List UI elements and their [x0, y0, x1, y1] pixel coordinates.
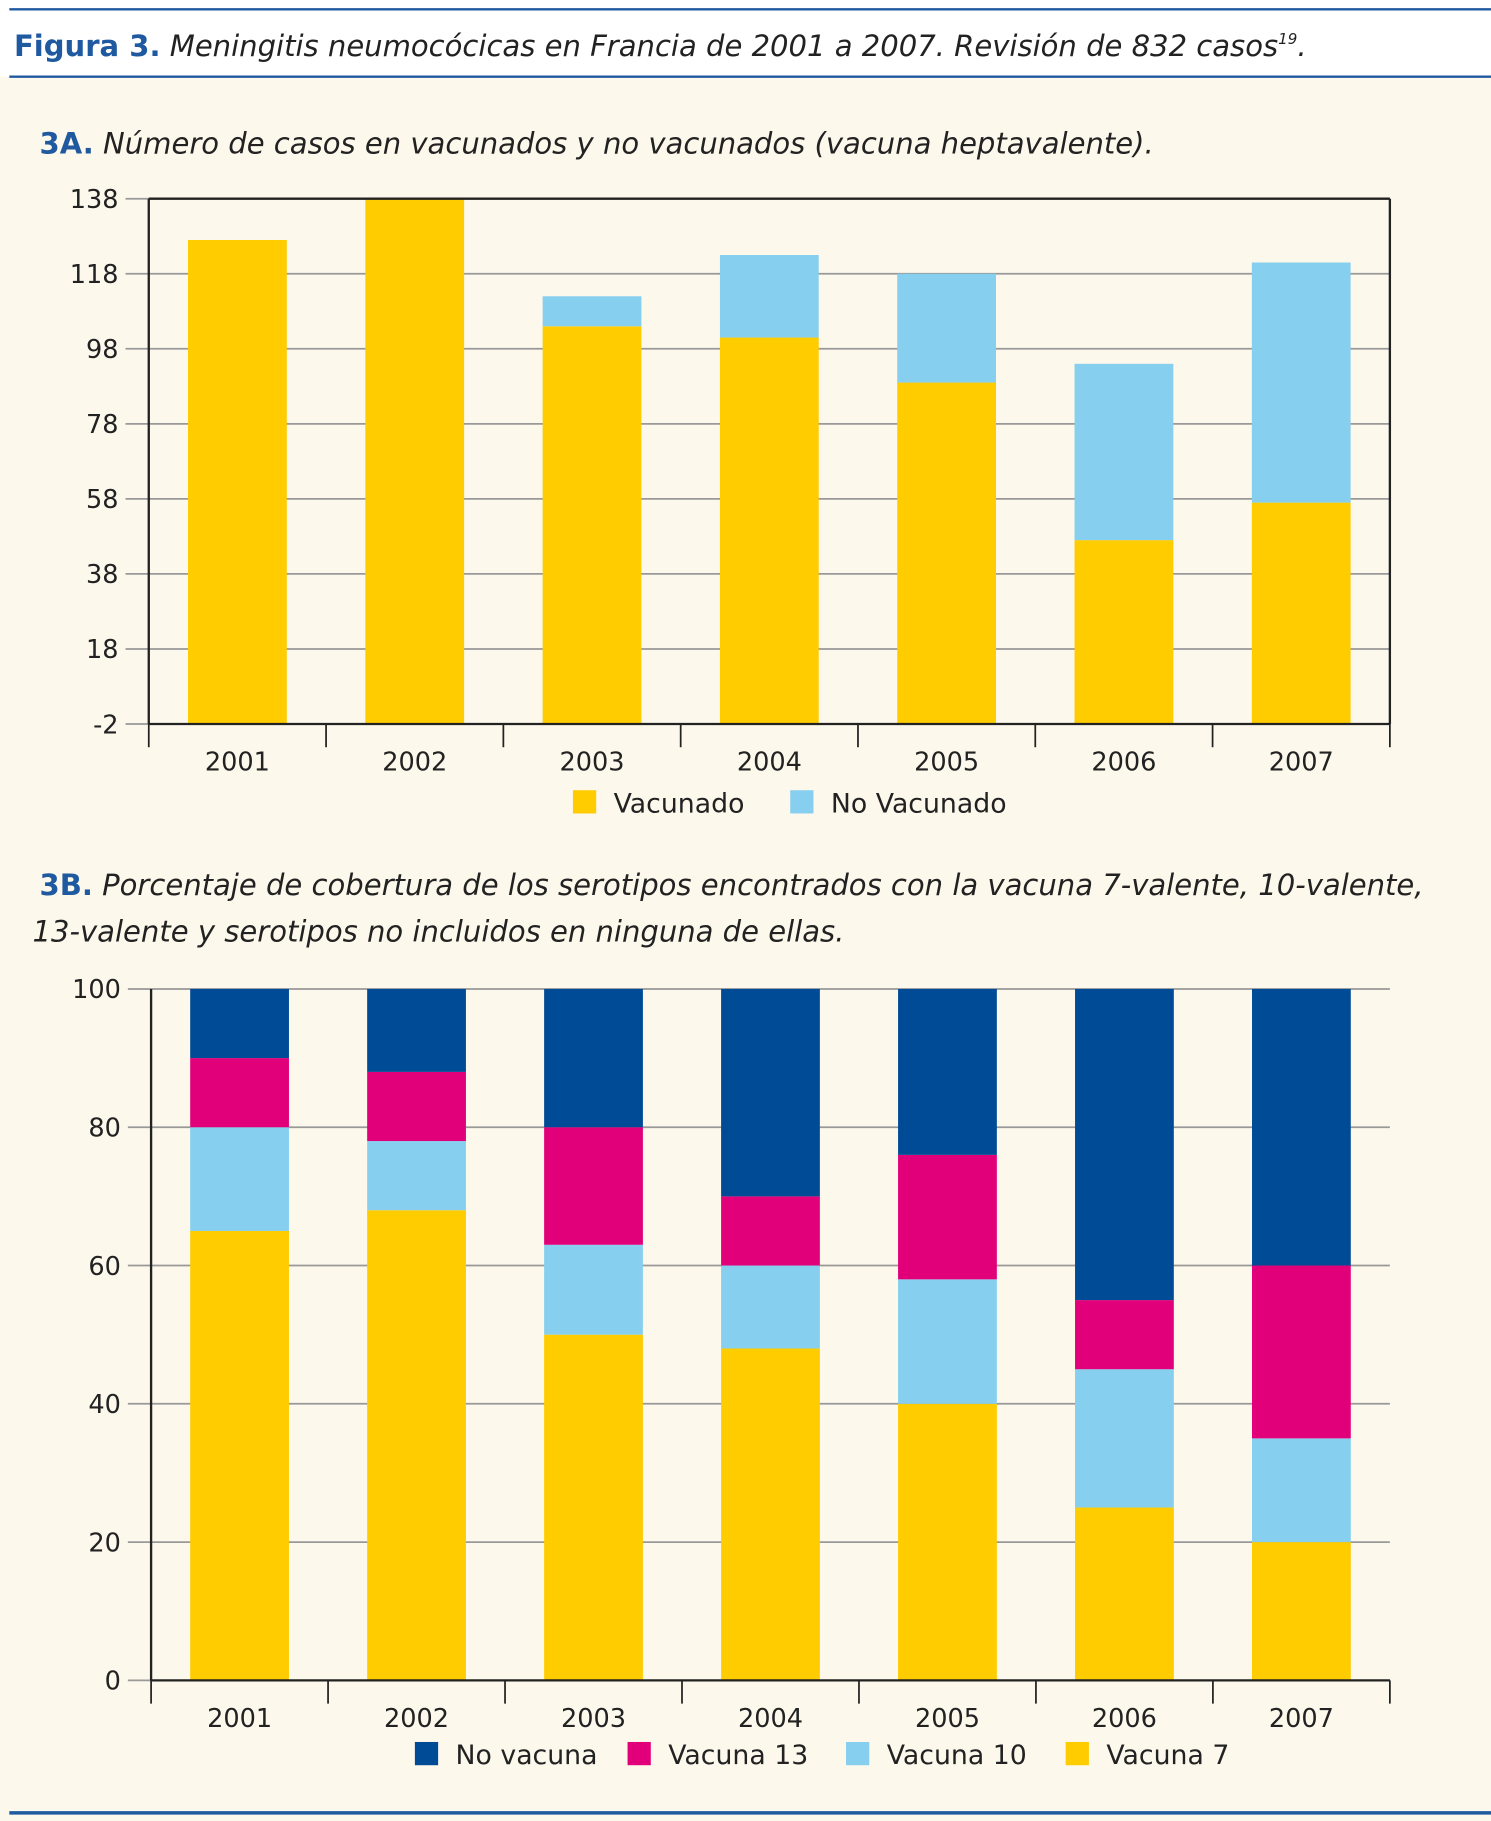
x-tick-label: 2004 [737, 747, 802, 777]
x-tick-label: 2002 [384, 1704, 449, 1734]
legend-label: Vacuna 13 [668, 1740, 808, 1771]
chart-b-title-line1: Porcentaje de cobertura de los serotipos… [102, 868, 1423, 902]
bar-segment-no-vacunado [719, 254, 819, 338]
bar-segment-no-vacunado [1251, 262, 1351, 503]
bar-segment-vacuna-10 [898, 1279, 997, 1404]
y-tick-label: 58 [86, 485, 119, 515]
y-tick-label: 40 [88, 1390, 121, 1420]
bar-segment-no-vacuna [544, 988, 643, 1128]
legend-label: Vacunado [614, 788, 745, 819]
bar-segment-vacuna-7 [1252, 1542, 1351, 1681]
bar-segment-vacunado [542, 326, 642, 724]
legend-swatch [790, 790, 814, 814]
y-tick-label: 78 [86, 410, 119, 440]
bar-segment-no-vacuna [721, 988, 820, 1197]
legend-label: No vacuna [456, 1740, 598, 1771]
legend-label: Vacuna 7 [1106, 1740, 1229, 1771]
chart-a-title: Número de casos en vacunados y no vacuna… [103, 126, 1154, 160]
y-tick-label: 18 [86, 635, 119, 665]
figure-title-end: . [1297, 29, 1306, 63]
bar-segment-vacuna-7 [898, 1403, 997, 1681]
chart-b: 100 80 60 40 20 0 2001 2002 2003 2004 2005 2006 2007… [72, 975, 1391, 1771]
y-tick-label: 0 [105, 1667, 121, 1697]
bar-segment-vacuna-10 [721, 1265, 820, 1349]
bar-segment-vacuna-13 [544, 1127, 643, 1245]
legend-label: Vacuna 10 [887, 1740, 1027, 1771]
legend-swatch [846, 1741, 870, 1766]
bar-segment-vacuna-10 [1252, 1438, 1351, 1543]
bar-segment-vacunado [897, 382, 997, 724]
bar-segment-vacunado [188, 239, 287, 724]
bar-segment-no-vacuna [190, 988, 289, 1059]
x-tick-label: 2006 [1092, 1704, 1157, 1734]
bar-segment-vacuna-13 [1252, 1265, 1351, 1439]
chart-b-heading: 3B. Porcentaje de cobertura de los serot… [40, 868, 1424, 902]
figure-caption: Figura 3. Meningitis neumocócicas en Fra… [14, 29, 1307, 63]
bar-segment-vacuna-10 [367, 1141, 466, 1211]
bar-segment-vacuna-10 [190, 1127, 289, 1231]
bar-segment-vacuna-13 [367, 1071, 466, 1142]
y-tick-label: 98 [86, 335, 119, 365]
x-tick-label: 2003 [561, 1704, 626, 1734]
legend-label: No Vacunado [831, 788, 1007, 819]
bar-segment-vacuna-7 [367, 1210, 466, 1681]
x-tick-label: 2007 [1269, 1704, 1334, 1734]
header-band [0, 0, 1491, 77]
bar-segment-vacuna-13 [190, 1058, 289, 1128]
bar-segment-vacuna-13 [721, 1196, 820, 1266]
chart-b-title-line2: 13-valente y serotipos no incluidos en n… [33, 914, 845, 948]
legend-swatch [627, 1741, 651, 1766]
legend-swatch [572, 790, 597, 814]
chart-a-heading: 3A. Número de casos en vacunados y no va… [40, 126, 1154, 160]
bar-segment-no-vacunado [1074, 363, 1174, 541]
bar-segment-no-vacuna [1075, 988, 1174, 1301]
bar-segment-vacuna-7 [190, 1230, 289, 1681]
y-tick-label: 138 [70, 185, 119, 215]
y-tick-label: 80 [88, 1114, 121, 1144]
x-tick-label: 2007 [1269, 747, 1334, 777]
bar-segment-vacunado [365, 198, 465, 724]
bar-segment-no-vacunado [897, 273, 997, 383]
bar-segment-vacunado [719, 337, 819, 724]
y-tick-label: 100 [72, 975, 121, 1005]
legend-swatch [414, 1741, 439, 1766]
bar-segment-vacuna-13 [1075, 1300, 1174, 1370]
x-tick-label: 2006 [1091, 747, 1156, 777]
bar-segment-vacunado [1251, 502, 1351, 724]
x-tick-label: 2005 [915, 1704, 980, 1734]
bar-segment-no-vacuna [898, 988, 997, 1155]
chart-a-label: 3A. [40, 126, 94, 160]
chart-a: 138 118 98 78 58 38 18 -2 2001 2002 2003 2004 2005 20… [70, 185, 1392, 819]
chart-b-label: 3B. [40, 868, 93, 902]
x-tick-label: 2001 [205, 747, 270, 777]
bar-segment-vacuna-10 [1075, 1369, 1174, 1508]
x-tick-label: 2004 [738, 1704, 803, 1734]
legend-swatch [1065, 1741, 1089, 1766]
y-tick-label: 60 [88, 1252, 121, 1282]
bar-segment-vacuna-7 [1075, 1507, 1174, 1681]
bar-segment-no-vacuna [367, 988, 466, 1072]
figure-title: Meningitis neumocócicas en Francia de 20… [170, 29, 1278, 63]
y-tick-label: 118 [70, 260, 119, 290]
y-tick-label: -2 [93, 710, 118, 740]
bar-segment-vacuna-10 [544, 1244, 643, 1335]
x-tick-label: 2003 [560, 747, 625, 777]
bar-segment-vacuna-13 [898, 1154, 997, 1280]
y-tick-label: 38 [86, 560, 119, 590]
figure-superscript: 19 [1278, 30, 1297, 48]
bar-segment-vacuna-7 [544, 1334, 643, 1681]
bar-segment-vacuna-7 [721, 1348, 820, 1681]
bar-segment-no-vacunado [542, 296, 642, 327]
x-tick-label: 2002 [382, 747, 447, 777]
bar-segment-vacunado [1074, 540, 1174, 724]
x-tick-label: 2001 [207, 1704, 272, 1734]
figure-label: Figura 3. [14, 29, 161, 63]
x-tick-label: 2005 [914, 747, 979, 777]
y-tick-label: 20 [88, 1528, 121, 1558]
bar-segment-no-vacuna [1252, 988, 1351, 1266]
